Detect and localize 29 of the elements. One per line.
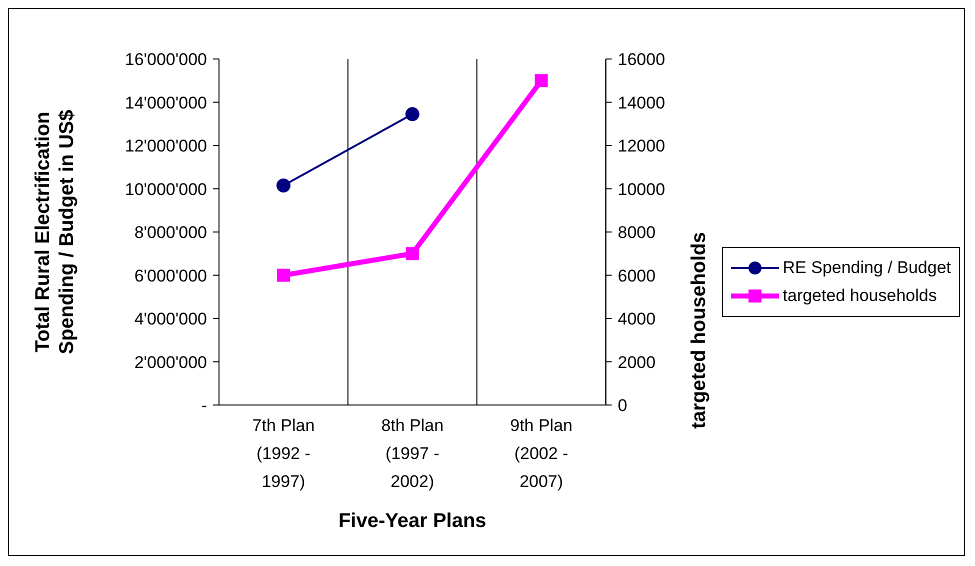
y2-tick-label: 8000 [618, 223, 656, 242]
legend-label: RE Spending / Budget [782, 258, 951, 278]
y2-tick-label: 0 [618, 396, 628, 415]
y-axis-title: Total Rural Electrification Spending / Budget in US$ [32, 110, 78, 354]
y-tick-label: 10'000'000 [124, 180, 207, 199]
y-tick-label: 16'000'000 [124, 50, 207, 69]
y-tick-label: 2'000'000 [134, 352, 207, 372]
y2-tick-label: 10000 [618, 180, 666, 199]
y2-tick-label: 2000 [618, 352, 656, 372]
y2-tick-label: 14000 [618, 93, 666, 112]
y2-tick-label: 6000 [618, 266, 656, 286]
y-tick-label: 4'000'000 [134, 310, 207, 328]
point [534, 74, 548, 88]
x-axis-title: Five-Year Plans [338, 510, 486, 532]
x-tick-label: 9th Plan (2002 - 2007) [510, 416, 572, 491]
x-tick-label: 8th Plan (1997 - 2002) [381, 416, 444, 491]
y-tick-label: 14'000'000 [124, 93, 207, 112]
y2-axis-title: targeted households [688, 232, 710, 429]
y2-tick-label: 4000 [618, 310, 656, 328]
y-tick-label: 6'000'000 [134, 266, 207, 286]
y-tick-label: - [201, 396, 207, 415]
legend-label: targeted households [782, 286, 937, 306]
y2-tick-label: 12000 [618, 136, 666, 156]
point [406, 247, 419, 260]
y-tick-label: 12'000'000 [124, 136, 207, 156]
x-tick-label: 7th Plan (1992 - 1997) [252, 416, 315, 491]
y-tick-label: 8'000'000 [134, 223, 207, 242]
point [276, 268, 290, 282]
y2-tick-label: 16000 [618, 50, 666, 69]
